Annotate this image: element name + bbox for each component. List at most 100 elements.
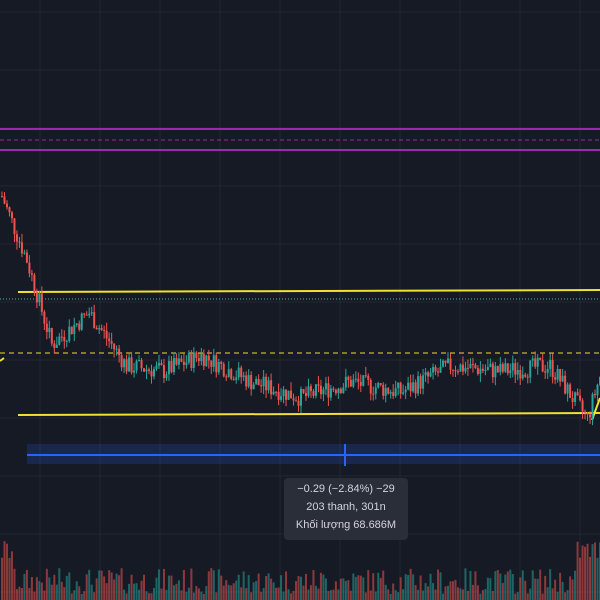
candle xyxy=(30,269,33,282)
volume-bar xyxy=(133,583,136,600)
volume-bar xyxy=(250,592,253,600)
volume-bar xyxy=(100,570,103,600)
volume-bar xyxy=(113,579,116,600)
volume-bar xyxy=(454,579,457,600)
volume-bar xyxy=(207,571,210,600)
volume-bar xyxy=(20,587,23,600)
volume-bar xyxy=(434,589,437,600)
candle xyxy=(93,304,96,329)
candle xyxy=(591,392,594,426)
candle xyxy=(128,353,131,372)
measure-range[interactable] xyxy=(27,444,600,466)
volume-bar xyxy=(95,578,98,600)
candle xyxy=(230,368,233,381)
candle xyxy=(205,354,208,367)
purple-price-band[interactable] xyxy=(0,128,600,151)
candle xyxy=(379,383,382,387)
volume-bar xyxy=(509,569,512,600)
candle xyxy=(68,319,71,343)
volume-bar xyxy=(43,590,46,600)
candle xyxy=(140,357,143,372)
candle xyxy=(594,389,597,399)
candle xyxy=(50,327,53,347)
candle xyxy=(242,371,245,381)
support-line[interactable] xyxy=(17,412,600,416)
volume-bar xyxy=(589,556,592,600)
candle xyxy=(409,374,412,397)
candle xyxy=(347,375,350,388)
volume-bar xyxy=(349,590,352,600)
candle xyxy=(207,349,210,369)
volume-bar xyxy=(128,583,131,600)
volume-bar xyxy=(447,585,450,600)
candle xyxy=(424,367,427,382)
volume-bar xyxy=(167,575,170,600)
volume-bar xyxy=(103,576,106,600)
volume-bar xyxy=(564,592,567,600)
candle xyxy=(133,362,136,378)
volume-bar xyxy=(13,568,16,600)
candle xyxy=(220,360,223,370)
candle xyxy=(260,379,263,393)
volume-bar xyxy=(369,590,372,600)
candle xyxy=(559,368,562,387)
candle xyxy=(287,390,290,400)
volume-bar xyxy=(384,584,387,600)
volume-bar xyxy=(180,590,183,600)
volume-bar xyxy=(456,587,459,600)
volume-bar xyxy=(242,571,245,600)
candle xyxy=(571,391,574,409)
candle xyxy=(317,375,320,393)
volume-bar xyxy=(170,575,173,600)
volume-bar xyxy=(304,573,307,600)
volume-bar xyxy=(270,578,273,600)
volume-bar xyxy=(404,574,407,600)
volume-bar xyxy=(35,577,38,600)
candle xyxy=(80,312,83,331)
volume-bar xyxy=(439,572,442,600)
candle xyxy=(352,374,355,389)
candle xyxy=(225,374,228,382)
volume-bar xyxy=(501,582,504,600)
volume-bar xyxy=(342,578,345,600)
candle xyxy=(322,386,325,402)
candle xyxy=(556,365,559,383)
candle xyxy=(103,325,106,339)
candle xyxy=(404,385,407,400)
volume-bar xyxy=(192,592,195,600)
candle xyxy=(105,322,108,346)
candle xyxy=(469,358,472,369)
volume-bar xyxy=(145,591,148,600)
resistance-line[interactable] xyxy=(17,289,600,293)
volume-bar xyxy=(379,577,382,600)
volume-bar xyxy=(317,588,320,600)
volume-bar xyxy=(68,572,71,600)
candle xyxy=(544,364,547,380)
volume-bar xyxy=(125,593,128,600)
volume-bar xyxy=(18,586,21,600)
candle xyxy=(1,191,3,198)
candle xyxy=(143,367,146,373)
volume-bar xyxy=(272,582,275,600)
candle xyxy=(514,358,517,384)
candle xyxy=(177,352,180,370)
candle xyxy=(586,411,589,421)
volume-bar xyxy=(596,557,599,600)
volume-bar xyxy=(364,592,367,600)
candle xyxy=(501,362,504,374)
volume-bar xyxy=(491,590,494,600)
volume-bar xyxy=(232,583,235,600)
volume-bar xyxy=(210,568,213,600)
candle xyxy=(442,359,445,368)
volume-bar xyxy=(571,579,574,600)
volume-bar xyxy=(165,589,168,600)
volume-bar xyxy=(312,570,315,600)
candle xyxy=(494,361,497,386)
candle xyxy=(300,386,302,414)
volume-bar xyxy=(58,568,61,600)
volume-bar xyxy=(561,581,564,600)
candle xyxy=(337,387,340,400)
volume-bar xyxy=(329,590,332,600)
volume-bar xyxy=(516,592,519,600)
volume-bar xyxy=(402,589,405,600)
